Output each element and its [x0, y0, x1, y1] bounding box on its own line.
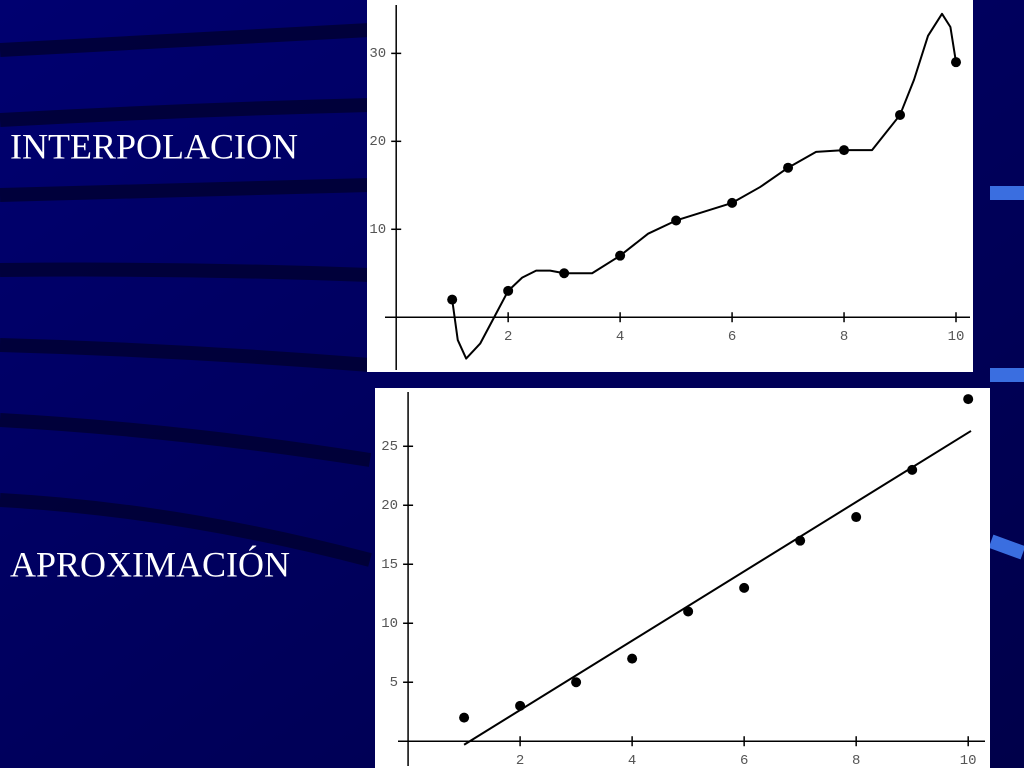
x-tick-label: 10 — [960, 753, 977, 768]
chart-panel — [375, 388, 990, 768]
data-point — [571, 677, 582, 688]
y-tick-label: 30 — [369, 46, 386, 62]
y-tick-label: 15 — [381, 557, 398, 573]
x-tick-label: 8 — [840, 329, 848, 345]
data-point — [627, 653, 638, 664]
chart-panel — [367, 0, 973, 372]
x-tick-label: 8 — [852, 753, 860, 768]
x-tick-label: 6 — [728, 329, 736, 345]
y-tick-label: 20 — [369, 134, 386, 150]
y-tick-label: 20 — [381, 498, 398, 514]
x-tick-label: 4 — [628, 753, 636, 768]
data-point — [851, 512, 862, 523]
curve — [451, 12, 957, 360]
data-point — [739, 582, 750, 593]
data-point — [907, 464, 918, 475]
x-tick-label: 4 — [616, 329, 624, 345]
x-tick-label: 2 — [516, 753, 524, 768]
decor-marks — [988, 186, 1024, 560]
y-tick-label: 25 — [381, 439, 398, 455]
chart-title: INTERPOLACION — [10, 126, 298, 166]
chart-title: APROXIMACIÓN — [10, 544, 290, 584]
decor-stripes — [0, 23, 372, 567]
y-tick-label: 5 — [390, 675, 398, 691]
x-tick-label: 10 — [948, 329, 965, 345]
y-tick-label: 10 — [381, 616, 398, 632]
x-tick-label: 2 — [504, 329, 512, 345]
data-point — [459, 712, 470, 723]
x-tick-label: 6 — [740, 753, 748, 768]
data-point — [963, 394, 974, 405]
y-tick-label: 10 — [369, 222, 386, 238]
curve — [463, 430, 972, 746]
data-point — [683, 606, 694, 617]
